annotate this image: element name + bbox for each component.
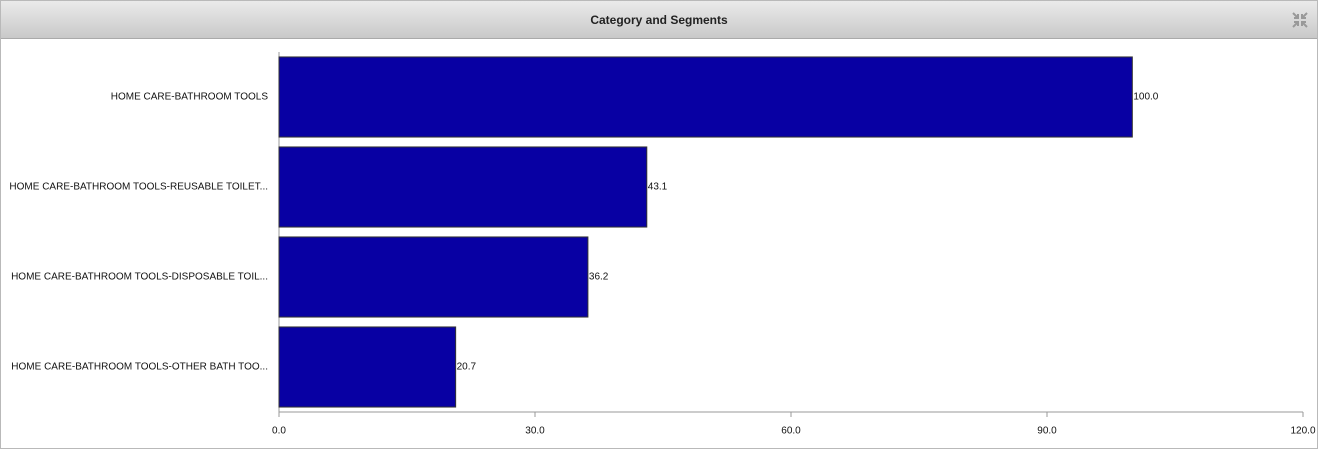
x-tick-label: 90.0: [1037, 426, 1057, 437]
y-tick-label: HOME CARE-BATHROOM TOOLS-DISPOSABLE TOIL…: [11, 272, 268, 283]
x-tick-label: 120.0: [1290, 426, 1315, 437]
bar: [278, 326, 457, 408]
panel-header: Category and Segments: [1, 1, 1317, 39]
panel-title: Category and Segments: [590, 13, 728, 27]
bar: [278, 146, 648, 228]
value-label: 100.0: [1133, 92, 1158, 103]
y-tick-label: HOME CARE-BATHROOM TOOLS-OTHER BATH TOO.…: [11, 362, 268, 373]
value-label: 36.2: [589, 272, 609, 283]
value-label: 20.7: [457, 362, 477, 373]
x-tick-label: 0.0: [272, 426, 286, 437]
value-label: 43.1: [648, 182, 668, 193]
bar: [278, 236, 589, 318]
x-tick-label: 30.0: [525, 426, 545, 437]
bar: [278, 56, 1133, 138]
y-tick-label: HOME CARE-BATHROOM TOOLS: [111, 92, 269, 103]
x-tick-label: 60.0: [781, 426, 801, 437]
collapse-icon[interactable]: [1292, 12, 1308, 28]
y-tick-label: HOME CARE-BATHROOM TOOLS-REUSABLE TOILET…: [9, 182, 268, 193]
